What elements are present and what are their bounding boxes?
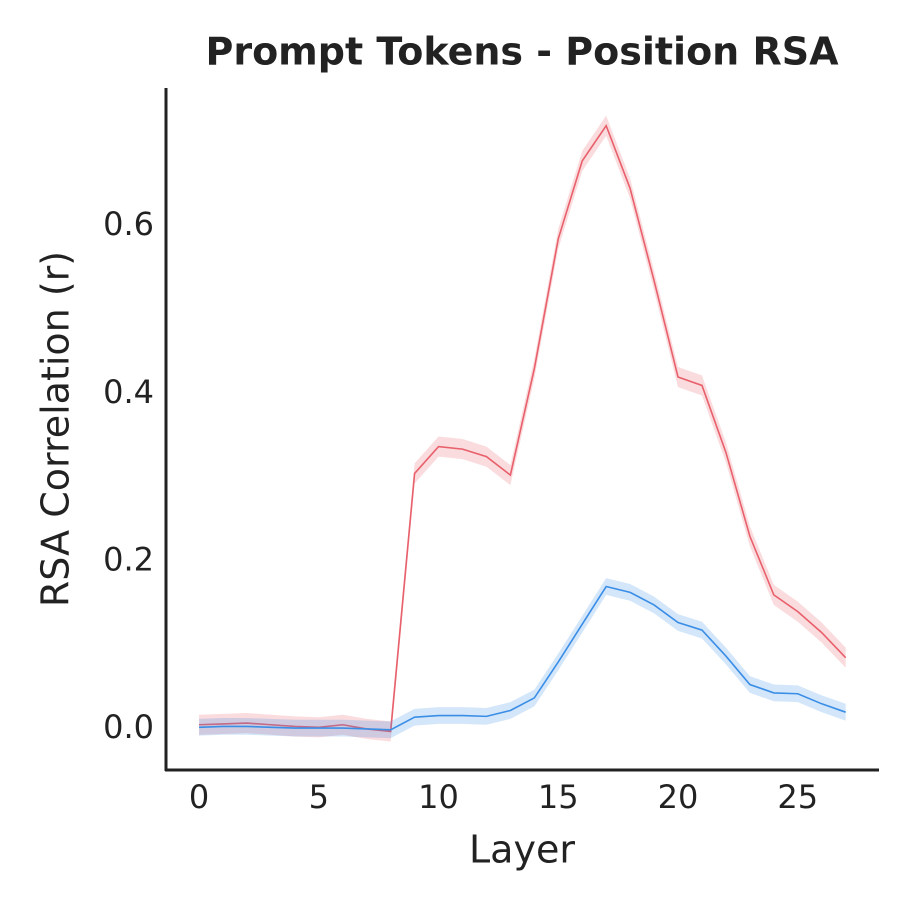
x-tick-label: 15 — [538, 778, 579, 816]
y-axis-label: RSA Correlation (r) — [34, 251, 78, 607]
y-tick-label: 0.0 — [103, 708, 154, 746]
x-tick-label: 5 — [309, 778, 329, 816]
y-tick-label: 0.2 — [103, 540, 154, 578]
confidence-band — [199, 578, 846, 739]
x-tick-label: 10 — [418, 778, 459, 816]
x-tick-label: 25 — [777, 778, 818, 816]
confidence-band — [199, 115, 846, 742]
x-tick-label: 0 — [189, 778, 209, 816]
x-tick-label: 20 — [658, 778, 699, 816]
y-tick-label: 0.6 — [103, 205, 154, 243]
chart-title: Prompt Tokens - Position RSA — [205, 30, 839, 74]
x-axis-label: Layer — [469, 828, 575, 872]
line — [199, 123, 847, 733]
line — [199, 585, 846, 731]
y-tick-label: 0.4 — [103, 373, 154, 411]
